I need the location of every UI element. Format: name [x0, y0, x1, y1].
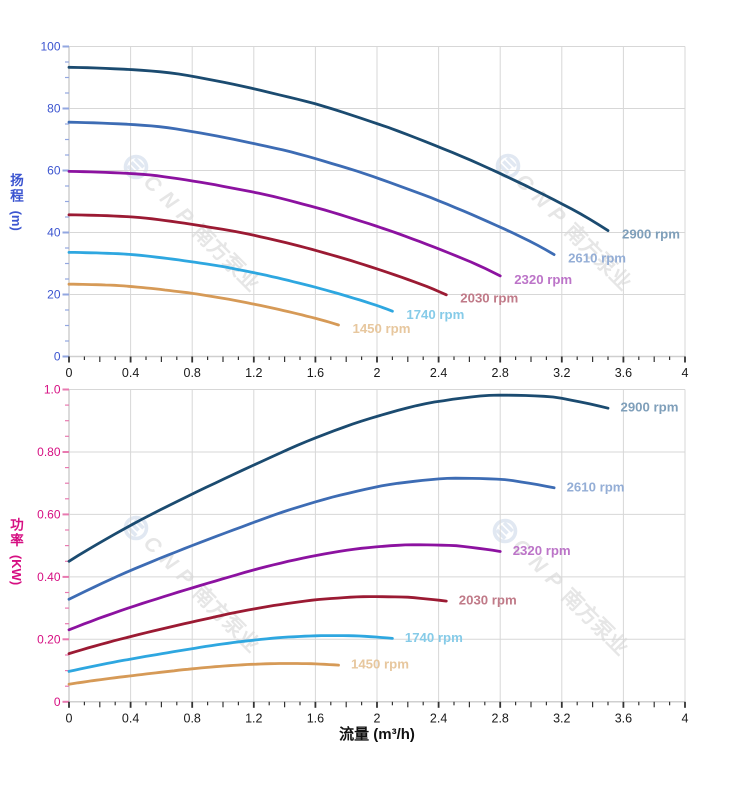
svg-text:80: 80 [47, 102, 61, 116]
svg-text:40: 40 [47, 226, 61, 240]
svg-text:0.4: 0.4 [122, 366, 139, 380]
svg-text:3.2: 3.2 [553, 366, 570, 380]
svg-text:1450 rpm: 1450 rpm [351, 657, 409, 672]
svg-text:2610 rpm: 2610 rpm [567, 479, 625, 494]
svg-text:20: 20 [47, 288, 61, 302]
svg-text:0.60: 0.60 [37, 507, 61, 521]
svg-text:0: 0 [66, 366, 73, 380]
svg-text:(m): (m) [9, 211, 24, 231]
svg-text:0.8: 0.8 [184, 366, 201, 380]
svg-text:0: 0 [66, 711, 73, 725]
svg-text:率: 率 [10, 532, 24, 548]
svg-text:程: 程 [10, 189, 24, 204]
svg-text:2.8: 2.8 [492, 711, 509, 725]
svg-text:1.6: 1.6 [307, 711, 324, 725]
svg-text:功: 功 [10, 518, 24, 533]
svg-text:1.6: 1.6 [307, 366, 324, 380]
svg-text:3.2: 3.2 [553, 711, 570, 725]
svg-text:4: 4 [682, 711, 689, 725]
svg-text:(KW): (KW) [9, 555, 24, 585]
svg-text:0.4: 0.4 [122, 711, 139, 725]
svg-text:1450 rpm: 1450 rpm [353, 321, 411, 336]
svg-text:2.4: 2.4 [430, 711, 447, 725]
svg-text:2320 rpm: 2320 rpm [513, 543, 571, 558]
svg-text:1.2: 1.2 [245, 366, 262, 380]
svg-text:0.40: 0.40 [37, 570, 61, 584]
svg-text:3.6: 3.6 [615, 711, 632, 725]
svg-text:2: 2 [374, 366, 381, 380]
svg-text:2320 rpm: 2320 rpm [514, 272, 572, 287]
svg-text:0: 0 [54, 695, 61, 709]
svg-text:2900 rpm: 2900 rpm [622, 227, 680, 242]
svg-text:流量 (m³/h): 流量 (m³/h) [339, 725, 415, 743]
svg-text:2030 rpm: 2030 rpm [460, 291, 518, 306]
svg-text:60: 60 [47, 164, 61, 178]
svg-text:扬: 扬 [10, 172, 24, 188]
svg-text:2.4: 2.4 [430, 366, 447, 380]
svg-text:1740 rpm: 1740 rpm [405, 630, 463, 645]
svg-text:0: 0 [54, 350, 61, 364]
svg-text:3.6: 3.6 [615, 366, 632, 380]
svg-text:4: 4 [682, 366, 689, 380]
svg-text:2610 rpm: 2610 rpm [568, 251, 626, 266]
svg-text:0.8: 0.8 [184, 711, 201, 725]
svg-text:2.8: 2.8 [492, 366, 509, 380]
svg-text:1740 rpm: 1740 rpm [406, 307, 464, 322]
svg-text:1.2: 1.2 [245, 711, 262, 725]
svg-text:1.0: 1.0 [44, 383, 61, 397]
svg-text:2900 rpm: 2900 rpm [621, 400, 679, 415]
svg-text:100: 100 [40, 40, 60, 54]
svg-text:2: 2 [374, 711, 381, 725]
svg-text:0.80: 0.80 [37, 445, 61, 459]
svg-text:0.20: 0.20 [37, 632, 61, 646]
svg-text:2030 rpm: 2030 rpm [459, 593, 517, 608]
